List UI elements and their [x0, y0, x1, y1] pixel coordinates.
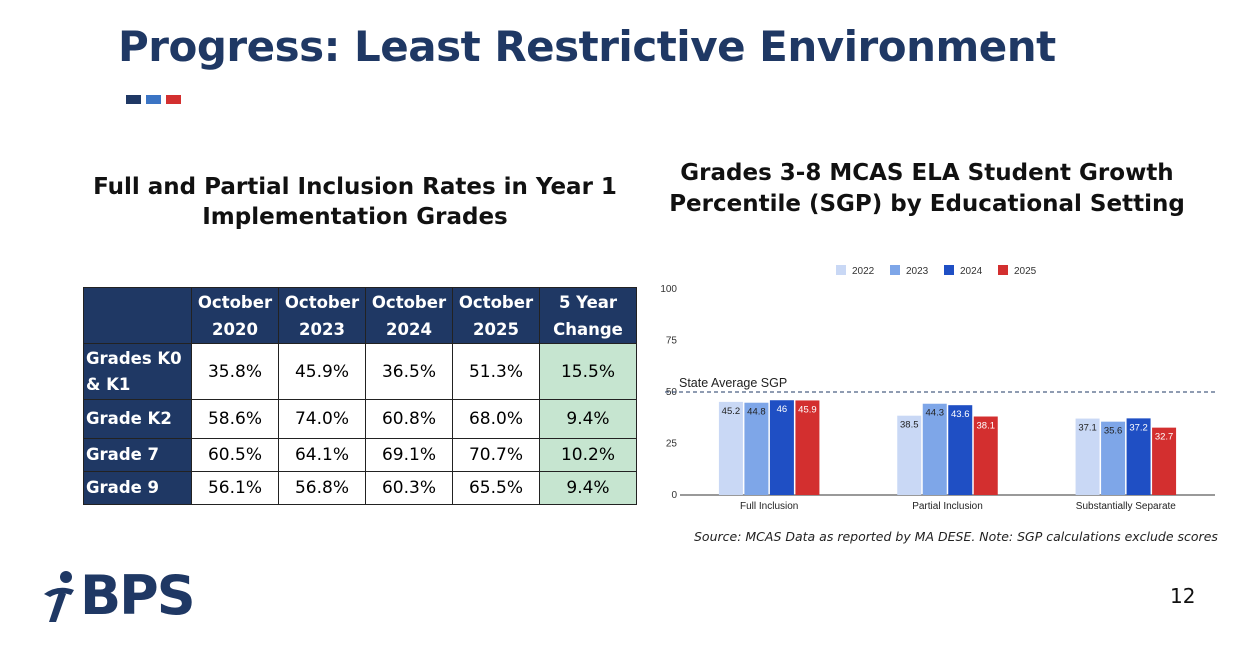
accent-bar-blue	[146, 95, 161, 104]
data-label: 46	[777, 404, 788, 415]
bar	[1075, 418, 1100, 495]
table-cell: 56.1%	[191, 471, 279, 505]
change-cell: 15.5%	[539, 343, 637, 400]
table-header: October 2023	[278, 287, 366, 344]
runner-logo-icon	[44, 571, 74, 622]
bar	[718, 401, 743, 495]
table-header: 5 Year Change	[539, 287, 637, 344]
change-cell: 9.4%	[539, 471, 637, 505]
y-tick-label: 50	[666, 387, 678, 398]
bar	[1152, 427, 1177, 495]
y-tick-label: 0	[671, 490, 677, 501]
table-cell: 64.1%	[278, 438, 366, 472]
legend-label: 2025	[1014, 266, 1037, 277]
legend-swatch	[944, 265, 954, 275]
table-cell: 35.8%	[191, 343, 279, 400]
row-label: Grade 9	[83, 471, 192, 505]
bar	[948, 405, 973, 495]
table-cell: 51.3%	[452, 343, 540, 400]
x-tick-label: Substantially Separate	[1076, 501, 1177, 512]
row-label: Grade 7	[83, 438, 192, 472]
change-cell: 9.4%	[539, 399, 637, 439]
table-cell: 74.0%	[278, 399, 366, 439]
slide-title: Progress: Least Restrictive Environment	[118, 22, 1056, 71]
legend-label: 2023	[906, 266, 929, 277]
accent-bar-red	[166, 95, 181, 104]
data-label: 35.6	[1104, 426, 1123, 437]
data-label: 44.3	[926, 408, 945, 419]
inclusion-table: October 2020 October 2023 October 2024 O…	[83, 287, 637, 505]
table-cell: 60.3%	[365, 471, 453, 505]
table-cell: 60.8%	[365, 399, 453, 439]
table-row: Grade 9 56.1% 56.8% 60.3% 65.5% 9.4%	[83, 471, 637, 505]
data-label: 38.1	[977, 421, 996, 432]
legend-swatch	[998, 265, 1008, 275]
table-cell: 68.0%	[452, 399, 540, 439]
y-tick-label: 100	[660, 284, 677, 295]
table-cell: 70.7%	[452, 438, 540, 472]
table-header-corner	[83, 287, 192, 344]
chart-source-note: Source: MCAS Data as reported by MA DESE…	[694, 529, 1219, 544]
reference-line-label: State Average SGP	[679, 376, 787, 390]
table-header: October 2025	[452, 287, 540, 344]
table-title: Full and Partial Inclusion Rates in Year…	[93, 174, 617, 230]
bar	[897, 415, 922, 495]
row-label: Grades K0 & K1	[83, 343, 192, 400]
logo-text: BPS	[80, 564, 196, 627]
table-row: Grade 7 60.5% 64.1% 69.1% 70.7% 10.2%	[83, 438, 637, 472]
x-tick-label: Full Inclusion	[740, 501, 798, 512]
page-number: 12	[1170, 584, 1196, 608]
bar	[769, 400, 794, 495]
data-label: 45.9	[798, 404, 817, 415]
table-row: Grades K0 & K1 35.8% 45.9% 36.5% 51.3% 1…	[83, 343, 637, 400]
table-cell: 69.1%	[365, 438, 453, 472]
legend-swatch	[836, 265, 846, 275]
data-label: 37.2	[1129, 422, 1148, 433]
table-cell: 45.9%	[278, 343, 366, 400]
accent-bar-navy	[126, 95, 141, 104]
chart-title: Grades 3-8 MCAS ELA Student Growth Perce…	[669, 160, 1185, 217]
table-cell: 65.5%	[452, 471, 540, 505]
sgp-bar-chart: 2022 2023 2024 2025 0 25 50 75 100 State Average …	[660, 265, 1215, 512]
legend-swatch	[890, 265, 900, 275]
bar	[1126, 418, 1151, 495]
bar	[973, 416, 998, 495]
table-cell: 36.5%	[365, 343, 453, 400]
data-label: 44.8	[747, 407, 766, 418]
table-cell: 60.5%	[191, 438, 279, 472]
data-label: 32.7	[1155, 432, 1174, 443]
bar	[795, 400, 820, 495]
table-cell: 56.8%	[278, 471, 366, 505]
y-tick-label: 25	[666, 439, 678, 450]
bar	[744, 402, 769, 495]
bar	[922, 403, 947, 495]
row-label: Grade K2	[83, 399, 192, 439]
change-cell: 10.2%	[539, 438, 637, 472]
data-label: 45.2	[722, 406, 741, 417]
table-cell: 58.6%	[191, 399, 279, 439]
table-row: Grade K2 58.6% 74.0% 60.8% 68.0% 9.4%	[83, 399, 637, 439]
table-header: October 2020	[191, 287, 279, 344]
x-tick-label: Partial Inclusion	[912, 501, 983, 512]
legend-label: 2024	[960, 266, 983, 277]
table-header: October 2024	[365, 287, 453, 344]
legend-label: 2022	[852, 266, 875, 277]
bps-logo: BPS	[40, 564, 196, 627]
bar	[1101, 421, 1126, 495]
data-label: 38.5	[900, 420, 919, 431]
data-label: 37.1	[1078, 423, 1097, 434]
table-header-row: October 2020 October 2023 October 2024 O…	[83, 287, 637, 344]
y-tick-label: 75	[666, 336, 678, 347]
data-label: 43.6	[951, 409, 970, 420]
